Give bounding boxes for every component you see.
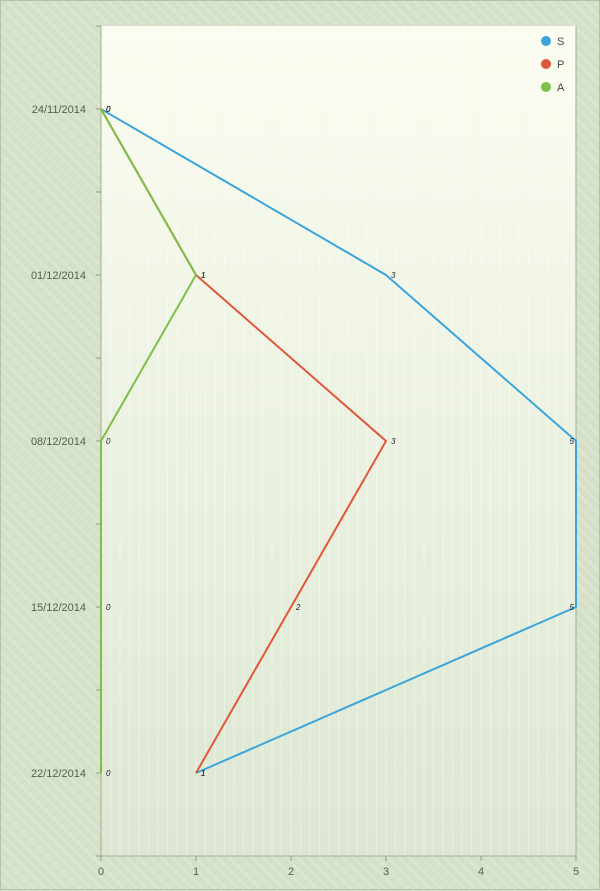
y-tick-label: 24/11/2014 <box>32 104 86 116</box>
data-label: 3 <box>391 271 396 280</box>
data-label: 5 <box>570 603 575 612</box>
data-label: 3 <box>391 437 396 446</box>
legend: SPA <box>541 36 565 94</box>
legend-label: P <box>557 59 564 71</box>
data-label: 0 <box>106 603 111 612</box>
y-tick-label: 15/12/2014 <box>31 602 86 614</box>
data-label: 0 <box>106 769 111 778</box>
x-tick-label: 1 <box>193 866 199 878</box>
data-label: 0 <box>106 105 111 114</box>
data-label: 5 <box>570 437 575 446</box>
x-tick-label: 0 <box>98 866 104 878</box>
y-tick-label: 08/12/2014 <box>31 436 86 448</box>
data-label: 0 <box>106 105 111 114</box>
legend-label: A <box>557 82 565 94</box>
data-label: 1 <box>201 271 205 280</box>
legend-marker-s <box>541 36 551 46</box>
legend-label: S <box>557 36 564 48</box>
y-tick-label: 01/12/2014 <box>31 270 86 282</box>
data-label: 0 <box>106 105 111 114</box>
x-tick-label: 5 <box>573 866 579 878</box>
x-tick-label: 3 <box>383 866 389 878</box>
x-tick-label: 4 <box>478 866 484 878</box>
series-line-a <box>100 108 197 773</box>
data-label: 1 <box>201 769 205 778</box>
data-label: 0 <box>106 437 111 446</box>
legend-marker-p <box>541 59 551 69</box>
legend-marker-a <box>541 82 551 92</box>
data-label: 1 <box>201 769 205 778</box>
series-line-s <box>100 108 577 774</box>
data-label: 2 <box>295 603 301 612</box>
data-label: 1 <box>201 271 205 280</box>
y-tick-label: 22/12/2014 <box>31 768 86 780</box>
x-tick-label: 2 <box>288 866 294 878</box>
